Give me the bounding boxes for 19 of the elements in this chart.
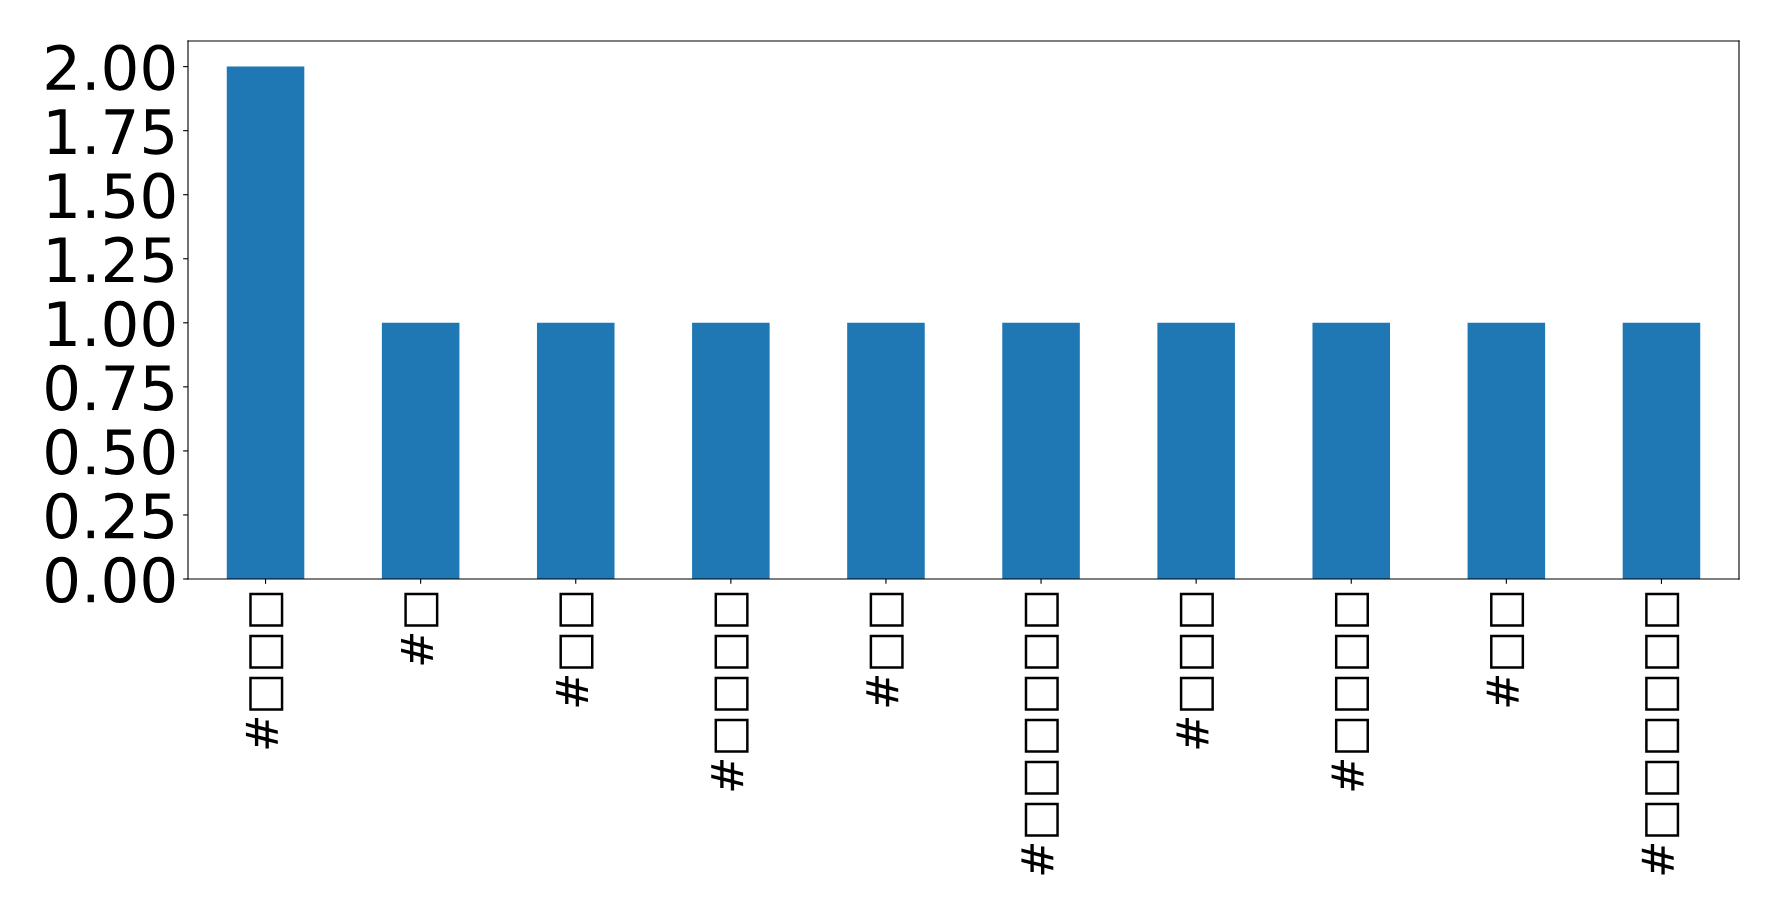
x-tick-label: #□□□□	[711, 592, 749, 791]
x-tick-label: #□□□□□□	[1021, 592, 1059, 875]
y-tick-label: 1.50	[48, 172, 175, 219]
y-tick-label: 1.75	[48, 109, 173, 155]
y-tick-label: 0.00	[46, 556, 175, 604]
x-tick-label: #□□□□	[1331, 592, 1369, 791]
x-tick-label: #□□□	[1176, 592, 1214, 749]
x-tick-label: #□□	[556, 592, 594, 707]
y-tick-label: 1.00	[48, 300, 175, 347]
x-tick-label: #□□□□□□	[1641, 592, 1680, 875]
y-tick-label: 0.75	[46, 364, 173, 411]
y-tick-label: 0.50	[46, 428, 175, 475]
x-tick-label: #□□	[866, 592, 904, 707]
y-tick-label: 1.25	[48, 236, 173, 283]
x-tick-label: #□□□	[245, 592, 284, 749]
x-tick-label: #□	[401, 592, 439, 665]
y-tick-label: 2.00	[46, 44, 175, 91]
x-tick-label: #□□	[1486, 592, 1525, 707]
y-tick-label: 0.25	[46, 492, 173, 540]
